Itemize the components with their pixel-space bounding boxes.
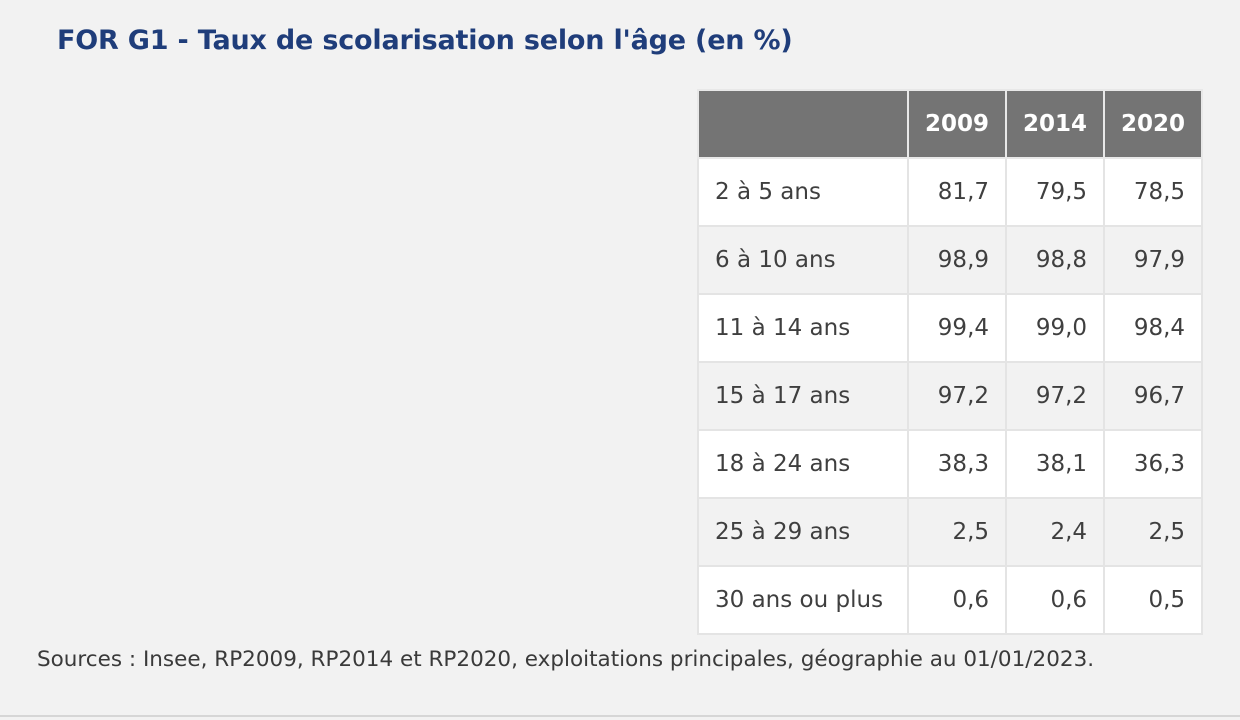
row-label: 15 à 17 ans: [697, 361, 909, 431]
table-row: 6 à 10 ans 98,9 98,8 97,9: [697, 225, 1204, 295]
row-label: 2 à 5 ans: [697, 157, 909, 227]
table-row: 11 à 14 ans 99,4 99,0 98,4: [697, 293, 1204, 363]
value-cell: 98,4: [1103, 293, 1204, 363]
value-cell: 99,4: [906, 293, 1008, 363]
page-title: FOR G1 - Taux de scolarisation selon l'â…: [57, 25, 793, 56]
table-body: 2 à 5 ans 81,7 79,5 78,5 6 à 10 ans 98,9…: [697, 157, 1204, 635]
table-row: 18 à 24 ans 38,3 38,1 36,3: [697, 429, 1204, 499]
header-row: 2009 2014 2020: [697, 89, 1204, 159]
value-cell: 81,7: [906, 157, 1008, 227]
value-cell: 97,2: [1005, 361, 1106, 431]
header-year-2014: 2014: [1005, 89, 1106, 159]
value-cell: 38,3: [906, 429, 1008, 499]
value-cell: 2,5: [906, 497, 1008, 567]
value-cell: 98,8: [1005, 225, 1106, 295]
table-row: 15 à 17 ans 97,2 97,2 96,7: [697, 361, 1204, 431]
value-cell: 97,2: [906, 361, 1008, 431]
value-cell: 98,9: [906, 225, 1008, 295]
table-row: 30 ans ou plus 0,6 0,6 0,5: [697, 565, 1204, 635]
value-cell: 99,0: [1005, 293, 1106, 363]
row-label: 11 à 14 ans: [697, 293, 909, 363]
value-cell: 36,3: [1103, 429, 1204, 499]
value-cell: 96,7: [1103, 361, 1204, 431]
value-cell: 38,1: [1005, 429, 1106, 499]
row-label: 18 à 24 ans: [697, 429, 909, 499]
value-cell: 97,9: [1103, 225, 1204, 295]
value-cell: 0,5: [1103, 565, 1204, 635]
data-table: 2009 2014 2020 2 à 5 ans 81,7 79,5 78,5 …: [697, 89, 1204, 635]
row-label: 25 à 29 ans: [697, 497, 909, 567]
value-cell: 2,4: [1005, 497, 1106, 567]
source-note: Sources : Insee, RP2009, RP2014 et RP202…: [37, 647, 1095, 672]
header-corner-cell: [697, 89, 909, 159]
header-year-2009: 2009: [906, 89, 1008, 159]
table-header: 2009 2014 2020: [697, 89, 1204, 159]
table-row: 2 à 5 ans 81,7 79,5 78,5: [697, 157, 1204, 227]
bottom-divider: [0, 715, 1240, 717]
value-cell: 0,6: [906, 565, 1008, 635]
row-label: 6 à 10 ans: [697, 225, 909, 295]
header-year-2020: 2020: [1103, 89, 1204, 159]
table-row: 25 à 29 ans 2,5 2,4 2,5: [697, 497, 1204, 567]
row-label: 30 ans ou plus: [697, 565, 909, 635]
value-cell: 78,5: [1103, 157, 1204, 227]
value-cell: 0,6: [1005, 565, 1106, 635]
value-cell: 79,5: [1005, 157, 1106, 227]
value-cell: 2,5: [1103, 497, 1204, 567]
